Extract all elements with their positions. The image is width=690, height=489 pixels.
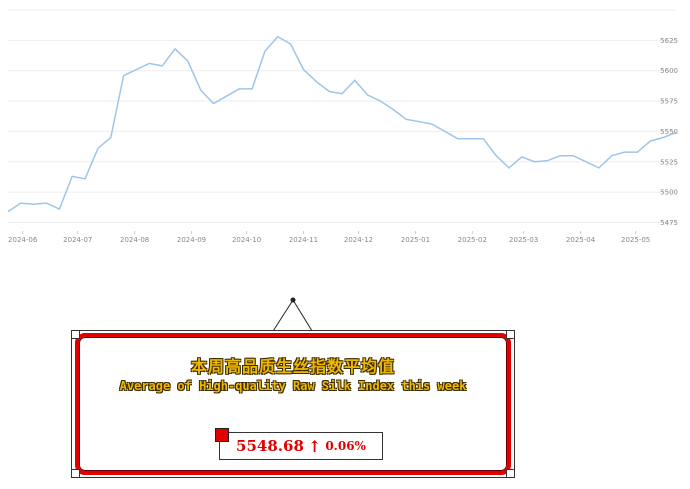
weekly-index-panel: 本周高品质生丝指数平均值 Average of High-quality Raw… bbox=[71, 330, 515, 478]
panel-frame: 本周高品质生丝指数平均值 Average of High-quality Raw… bbox=[75, 333, 511, 475]
x-axis-tick-labels: 2024-06 2024-07 2024-08 2024-09 2024-10 2024-… bbox=[8, 231, 650, 244]
x-tick-label: 2024-07 bbox=[63, 236, 92, 244]
y-tick-label: 5475 bbox=[660, 219, 678, 227]
x-tick-label: 2024-10 bbox=[232, 236, 261, 244]
y-tick-label: 5575 bbox=[660, 98, 678, 106]
panel-title-en: Average of High-quality Raw Silk Index t… bbox=[119, 379, 467, 393]
x-tick-label: 2024-06 bbox=[8, 236, 38, 244]
index-value-box: 5548.68 ↑ 0.06% bbox=[219, 432, 383, 460]
y-tick-label: 5550 bbox=[660, 128, 678, 136]
x-tick-label: 2025-05 bbox=[621, 236, 650, 244]
series-line bbox=[7, 35, 677, 213]
x-tick-label: 2025-01 bbox=[401, 236, 430, 244]
y-tick-label: 5600 bbox=[660, 67, 678, 75]
x-tick-label: 2024-11 bbox=[289, 236, 318, 244]
panel-title-cn: 本周高品质生丝指数平均值 bbox=[190, 357, 395, 376]
panel-corner-tr bbox=[506, 330, 515, 339]
up-arrow-icon: ↑ bbox=[307, 436, 322, 456]
x-tick-label: 2024-09 bbox=[177, 236, 206, 244]
panel-corner-br bbox=[506, 469, 515, 478]
y-tick-label: 5500 bbox=[660, 189, 678, 197]
index-value: 5548.68 bbox=[236, 437, 304, 455]
panel-corner-tl bbox=[71, 330, 80, 339]
panel-corner-bl bbox=[71, 469, 80, 478]
grid-lines bbox=[8, 9, 676, 223]
x-tick-label: 2024-08 bbox=[120, 236, 149, 244]
value-marker-square bbox=[215, 428, 229, 442]
x-tick-label: 2025-04 bbox=[566, 236, 596, 244]
pointer-dot bbox=[290, 297, 296, 303]
x-tick-label: 2025-02 bbox=[458, 236, 487, 244]
x-tick-label: 2024-12 bbox=[344, 236, 373, 244]
y-tick-label: 5625 bbox=[660, 37, 678, 45]
index-change: 0.06% bbox=[325, 439, 366, 453]
y-axis-tick-labels: 5475 5500 5525 5550 5575 5600 5625 bbox=[660, 37, 678, 227]
x-tick-label: 2025-03 bbox=[509, 236, 538, 244]
y-tick-label: 5525 bbox=[660, 158, 678, 166]
